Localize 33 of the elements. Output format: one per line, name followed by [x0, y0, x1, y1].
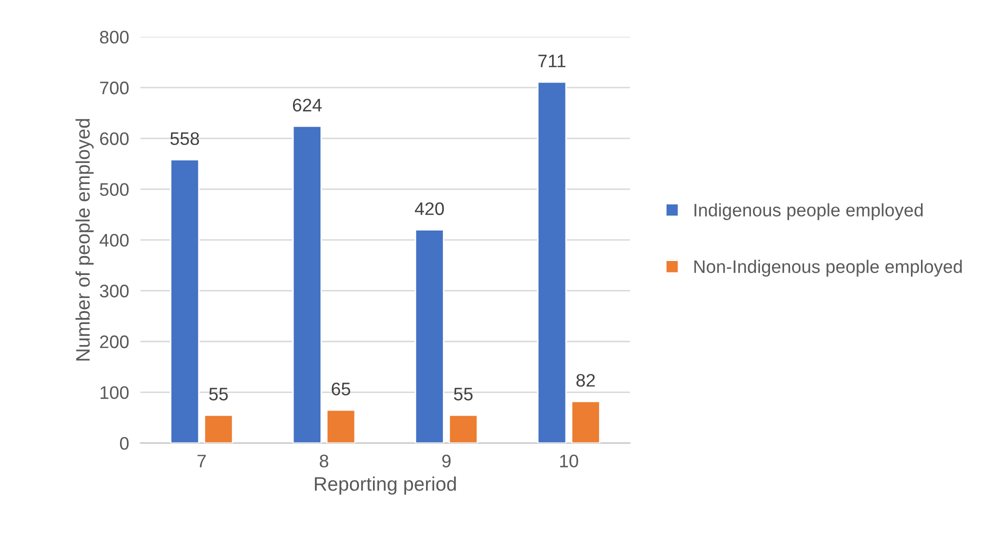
legend-label: Non-Indigenous people employed: [694, 260, 962, 277]
y-tick-label: 500: [100, 183, 129, 196]
y-tick-label: 100: [100, 386, 129, 399]
bar: [326, 409, 356, 444]
data-label: 420: [414, 202, 444, 216]
data-label: 711: [538, 54, 566, 68]
data-label: 55: [209, 388, 228, 400]
bar: [570, 400, 600, 444]
bar: [414, 229, 444, 444]
bar: [170, 159, 200, 444]
data-label: 624: [292, 98, 322, 112]
bar: [448, 414, 478, 444]
x-axis-title: Reporting period: [314, 476, 456, 495]
legend-label: Indigenous people employed: [694, 203, 923, 220]
data-label: 558: [170, 132, 200, 146]
bar: [204, 414, 234, 444]
data-label: 55: [454, 388, 473, 400]
y-tick-label: 700: [100, 82, 129, 94]
y-axis-title: Number of people employed: [76, 119, 94, 360]
y-tick-label: 800: [100, 30, 129, 44]
y-tick-label: 400: [100, 234, 129, 247]
y-tick-label: 300: [100, 284, 129, 298]
y-tick-label: 600: [100, 132, 129, 146]
data-label: 65: [332, 382, 350, 396]
x-tick-label: 8: [320, 454, 328, 468]
x-tick-label: 9: [442, 454, 451, 468]
y-tick-label: 200: [100, 335, 129, 348]
x-tick-label: 10: [560, 454, 578, 468]
x-tick-label: 7: [198, 454, 206, 468]
bar: [292, 126, 322, 444]
y-tick-label: 0: [120, 436, 129, 450]
data-label: 82: [576, 374, 595, 387]
bar: [537, 81, 567, 444]
